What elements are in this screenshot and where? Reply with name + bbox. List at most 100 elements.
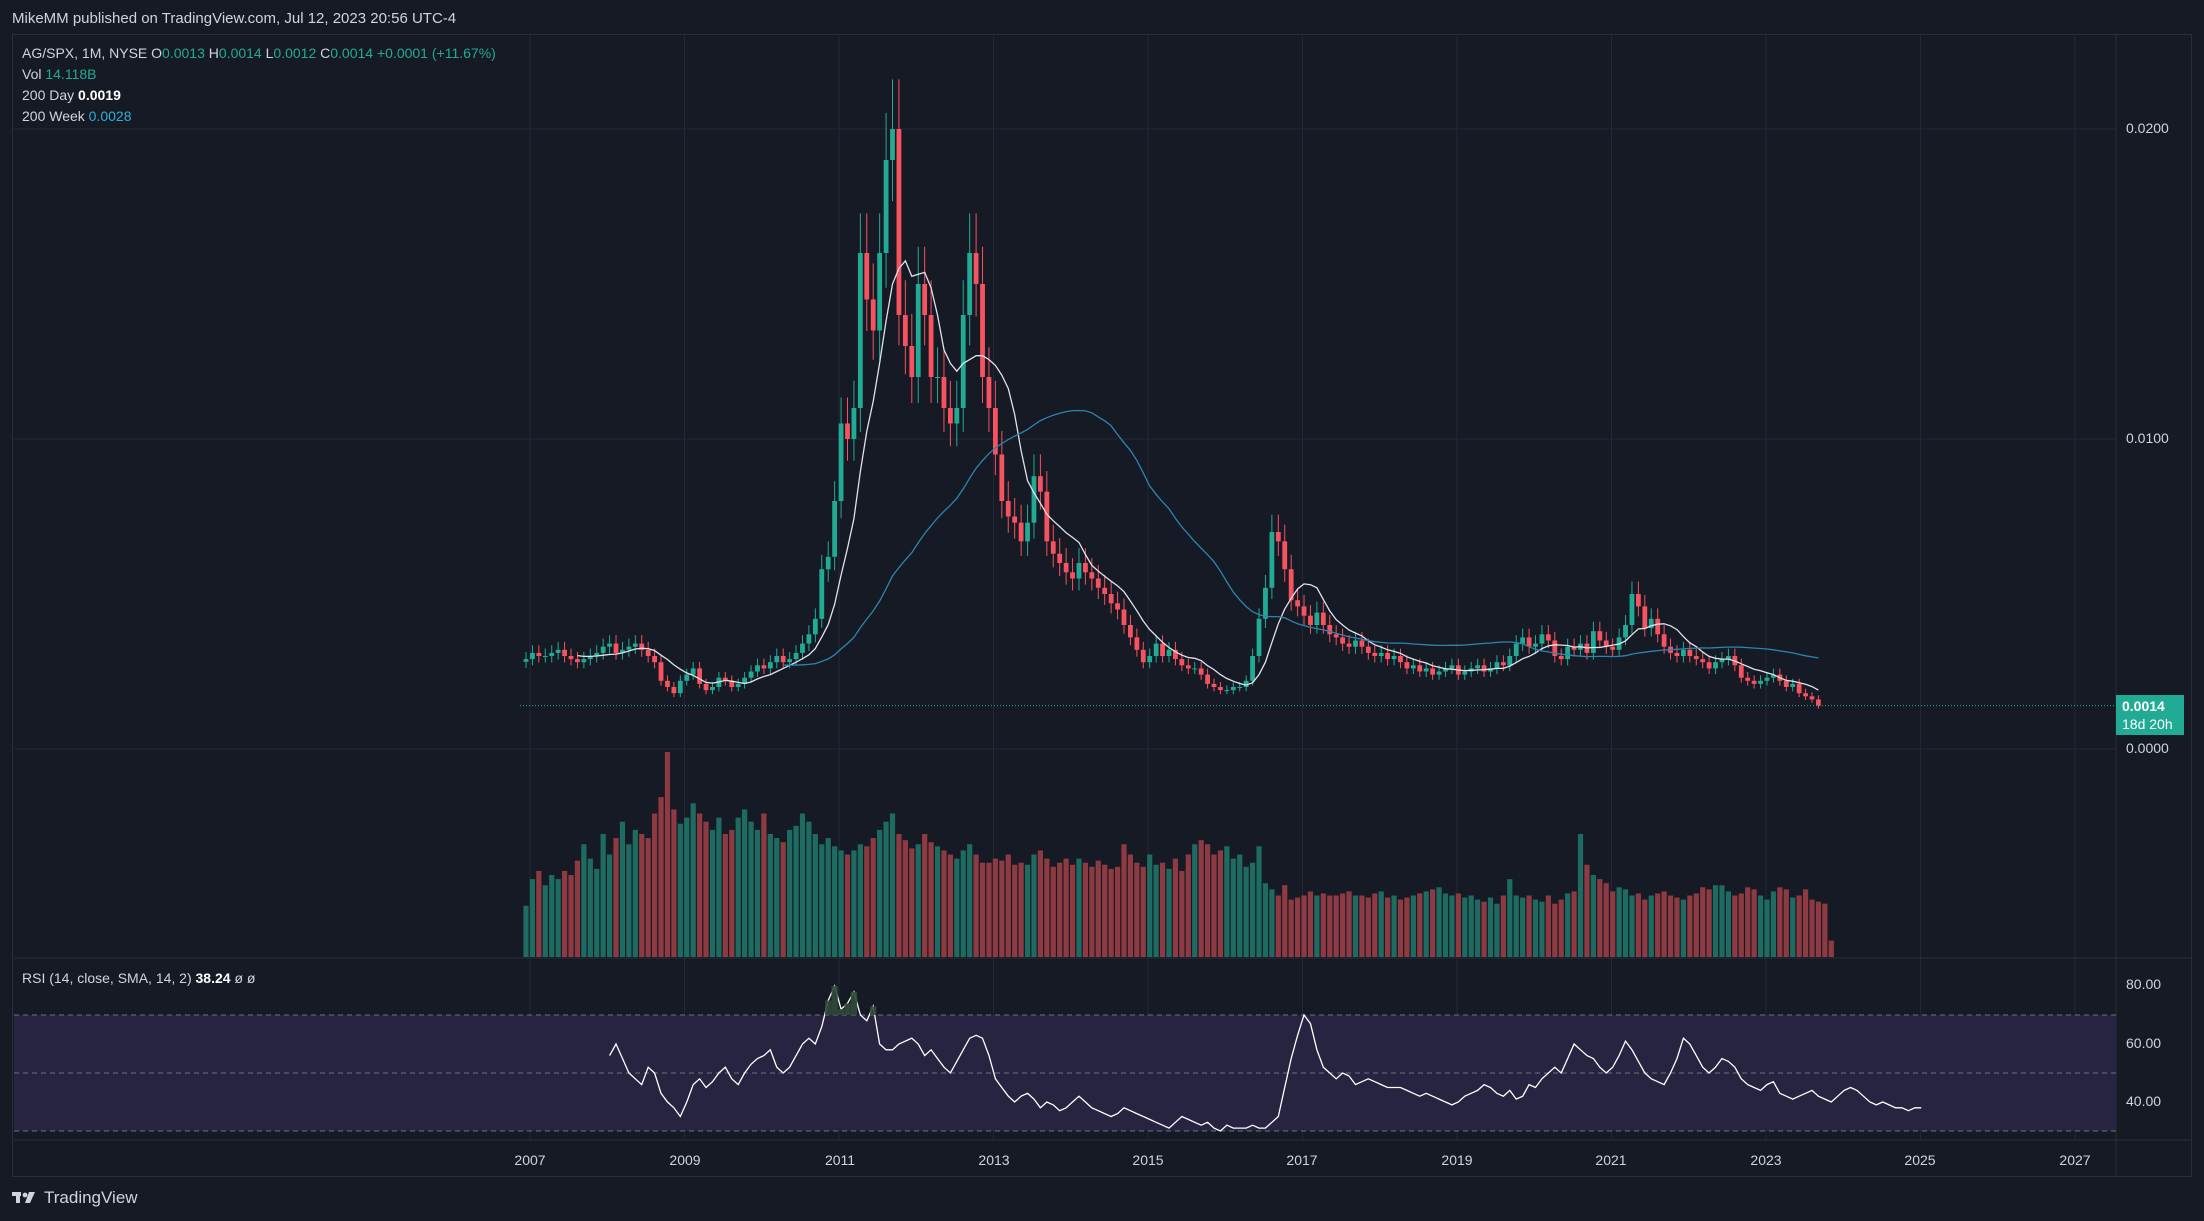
change-value: +0.0001 (+11.67%)	[376, 45, 496, 61]
candle-body	[902, 315, 908, 346]
volume-bar	[1680, 899, 1686, 957]
volume-bar	[1327, 895, 1333, 957]
candle-body	[1488, 668, 1493, 672]
candle-body	[729, 680, 735, 687]
candle-body	[1314, 612, 1320, 625]
volume-bar	[1745, 887, 1751, 957]
ma-200-week-legend[interactable]: 200 Week 0.0028	[22, 106, 132, 126]
volume-bar	[690, 803, 696, 957]
candle-body	[967, 253, 973, 315]
volume-bar	[1102, 864, 1108, 957]
candle-body	[645, 649, 651, 656]
volume-bar	[1468, 895, 1474, 957]
candle-body	[1771, 674, 1776, 678]
footer-brand[interactable]: TradingView	[12, 1188, 138, 1208]
volume-bar	[1397, 899, 1404, 957]
candle-body	[1539, 634, 1545, 644]
volume-bar	[1050, 866, 1056, 957]
candle-body	[1102, 587, 1108, 594]
rsi-overbought-fill	[844, 1003, 851, 1015]
candle-body	[1693, 656, 1699, 660]
candle-body	[600, 646, 606, 653]
candle-body	[639, 643, 645, 650]
candle-body	[857, 253, 863, 408]
candle-body	[613, 643, 619, 653]
candle-body	[960, 315, 966, 408]
candle-body	[1436, 671, 1442, 675]
time-tick: 2013	[978, 1152, 1010, 1168]
tradingview-logo-icon	[12, 1192, 35, 1203]
volume-bar	[1069, 864, 1076, 957]
time-tick: 2011	[824, 1152, 856, 1168]
candle-body	[1623, 625, 1628, 638]
volume-bar	[1802, 889, 1809, 957]
candle-body	[1674, 652, 1680, 656]
candle-body	[536, 652, 542, 656]
volume-bar	[1359, 895, 1365, 957]
volume-bar	[1147, 854, 1153, 957]
volume-bar	[1333, 895, 1339, 957]
volume-bar	[703, 821, 709, 957]
candle-body	[1243, 680, 1249, 687]
ma-200-day-line	[577, 259, 1819, 691]
ma-200-day-legend[interactable]: 200 Day 0.0019	[22, 85, 121, 105]
candle-body	[1320, 612, 1326, 625]
volume-bar	[1372, 893, 1378, 957]
candle-body	[1038, 476, 1043, 492]
volume-legend[interactable]: Vol 14.118B	[22, 64, 96, 84]
volume-bar	[1108, 868, 1114, 957]
candle-body	[928, 315, 934, 377]
candle-body	[1809, 696, 1815, 700]
candle-body	[710, 687, 715, 691]
candle-body	[748, 671, 754, 678]
candle-body	[1224, 690, 1230, 692]
candle-body	[800, 643, 805, 653]
candle-body	[1745, 677, 1751, 681]
candle-body	[555, 649, 561, 653]
time-tick: 2009	[669, 1152, 701, 1168]
candle-body	[1385, 652, 1391, 660]
candle-body	[722, 677, 728, 681]
candle-body	[1783, 680, 1789, 687]
volume-bar	[1057, 862, 1063, 957]
candle-body	[1687, 649, 1693, 656]
volume-bar	[677, 823, 683, 957]
volume-bar	[928, 842, 934, 957]
volume-bar	[1597, 879, 1603, 957]
volume-bar	[870, 838, 876, 957]
volume-bar	[1539, 901, 1545, 957]
volume-bar	[1770, 891, 1777, 957]
volume-bar	[1481, 901, 1487, 957]
candle-body	[806, 634, 812, 644]
candle-body	[1192, 668, 1198, 670]
volume-bar	[1796, 895, 1802, 957]
candle-body	[1790, 683, 1796, 687]
volume-value: 14.118B	[45, 66, 97, 82]
rsi-legend[interactable]: RSI (14, close, SMA, 14, 2) 38.24 ø ø	[22, 968, 255, 988]
candle-body	[1346, 643, 1352, 647]
candle-body	[1713, 662, 1718, 669]
symbol-name[interactable]: AG/SPX, 1M, NYSE	[22, 45, 148, 61]
volume-bar	[748, 821, 754, 957]
candle-body	[1134, 637, 1140, 650]
volume-bar	[934, 846, 941, 957]
candle-body	[1295, 600, 1300, 607]
candle-body	[530, 652, 535, 660]
ma-200-week-label: 200 Week	[22, 108, 85, 124]
candle-body	[1140, 649, 1146, 663]
candle-body	[1565, 646, 1571, 660]
rsi-overbought-fill	[870, 1006, 877, 1015]
time-tick: 2023	[1750, 1152, 1782, 1168]
volume-bar	[1706, 889, 1712, 957]
candle-body	[1353, 640, 1358, 647]
candle-body	[999, 454, 1005, 501]
volume-bar	[606, 854, 613, 957]
chart-frame[interactable]	[12, 34, 2192, 1177]
volume-bar	[1288, 899, 1294, 957]
candle-body	[1005, 501, 1011, 517]
volume-bar	[1230, 858, 1236, 957]
candle-body	[767, 662, 773, 669]
candle-body	[845, 423, 850, 439]
volume-bar	[1423, 891, 1429, 957]
